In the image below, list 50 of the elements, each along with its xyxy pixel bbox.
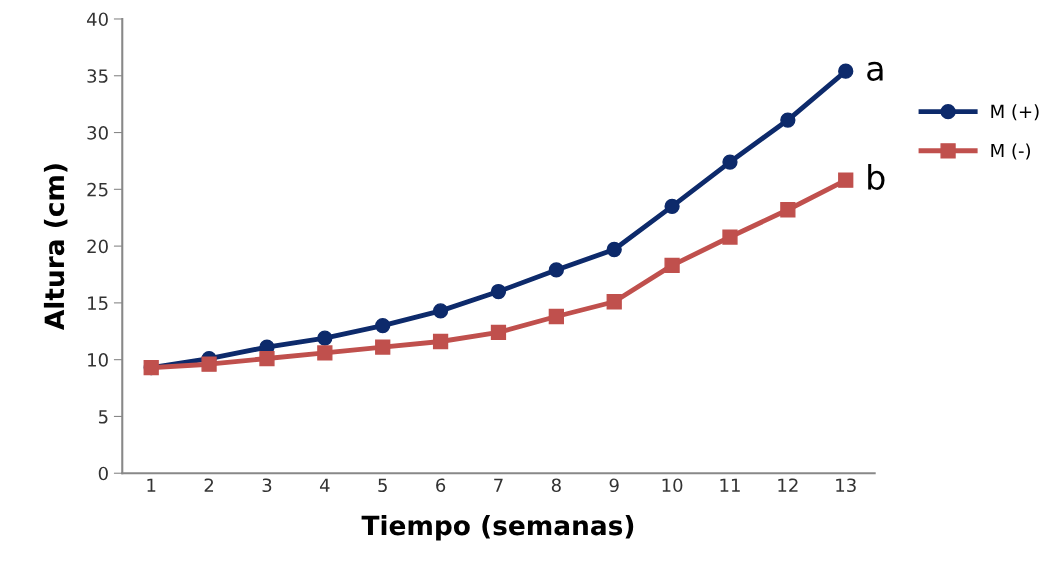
point bbox=[548, 262, 564, 278]
x-tick-label: 13 bbox=[836, 478, 856, 493]
point bbox=[375, 339, 391, 355]
point bbox=[606, 294, 622, 310]
point bbox=[375, 317, 391, 334]
y-axis-title: Altura (cm) bbox=[43, 164, 68, 331]
point bbox=[201, 356, 217, 372]
point bbox=[259, 350, 275, 367]
x-tick-label: 3 bbox=[262, 478, 272, 493]
x-tick-label: 4 bbox=[319, 478, 330, 492]
x-tick-label: 5 bbox=[378, 478, 387, 493]
y-tick-label: 20 bbox=[87, 239, 108, 254]
point bbox=[548, 308, 564, 325]
x-tick-label: 9 bbox=[609, 478, 619, 493]
y-tick-label: 35 bbox=[87, 69, 108, 83]
y-tick-label: 40 bbox=[86, 12, 108, 27]
annotation: a bbox=[867, 61, 883, 81]
point bbox=[490, 324, 507, 341]
y-tick-label: 30 bbox=[87, 126, 108, 140]
point bbox=[722, 154, 738, 170]
x-tick-label: 7 bbox=[494, 478, 503, 492]
point bbox=[432, 333, 449, 350]
point bbox=[606, 241, 622, 258]
y-tick-label: 0 bbox=[98, 466, 108, 481]
x-tick-label: 2 bbox=[204, 478, 214, 492]
legend-label: M (+) bbox=[991, 104, 1039, 121]
point bbox=[838, 172, 854, 188]
point bbox=[780, 202, 796, 218]
y-tick-label: 10 bbox=[88, 353, 108, 367]
point bbox=[317, 345, 333, 361]
x-tick-label: 8 bbox=[551, 478, 561, 493]
legend-label: M (-) bbox=[991, 143, 1030, 160]
x-tick-label: 1 bbox=[147, 478, 156, 492]
point bbox=[490, 283, 507, 300]
point bbox=[780, 112, 796, 128]
point bbox=[838, 63, 854, 79]
x-tick-label: 10 bbox=[662, 478, 683, 493]
x-axis-title: Tiempo (semanas) bbox=[361, 515, 634, 541]
x-tick-label: 6 bbox=[436, 478, 446, 493]
point bbox=[664, 257, 680, 274]
x-tick-label: 12 bbox=[778, 478, 798, 492]
point bbox=[317, 330, 333, 346]
y-tick-label: 5 bbox=[98, 410, 108, 424]
y-tick-label: 15 bbox=[88, 296, 108, 310]
annotation: b bbox=[868, 164, 885, 190]
point bbox=[432, 303, 449, 319]
point bbox=[722, 229, 738, 245]
y-tick-label: 25 bbox=[87, 182, 108, 197]
point bbox=[664, 198, 680, 214]
x-tick-label: 11 bbox=[720, 478, 740, 492]
